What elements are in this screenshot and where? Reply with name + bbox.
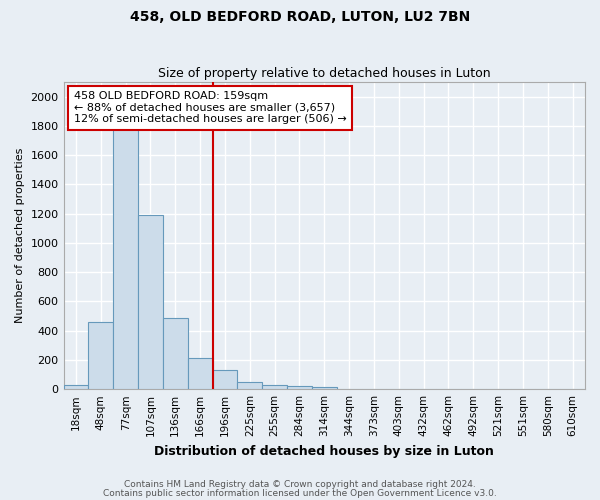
Y-axis label: Number of detached properties: Number of detached properties bbox=[15, 148, 25, 324]
Bar bbox=[262, 385, 287, 389]
Bar bbox=[138, 215, 163, 389]
Text: 458 OLD BEDFORD ROAD: 159sqm
← 88% of detached houses are smaller (3,657)
12% of: 458 OLD BEDFORD ROAD: 159sqm ← 88% of de… bbox=[74, 92, 347, 124]
Bar bbox=[287, 386, 312, 389]
Title: Size of property relative to detached houses in Luton: Size of property relative to detached ho… bbox=[158, 66, 491, 80]
Bar bbox=[212, 370, 238, 389]
Text: Contains HM Land Registry data © Crown copyright and database right 2024.: Contains HM Land Registry data © Crown c… bbox=[124, 480, 476, 489]
Bar bbox=[163, 318, 188, 389]
Bar bbox=[238, 382, 262, 389]
Text: Contains public sector information licensed under the Open Government Licence v3: Contains public sector information licen… bbox=[103, 488, 497, 498]
Bar bbox=[113, 96, 138, 389]
X-axis label: Distribution of detached houses by size in Luton: Distribution of detached houses by size … bbox=[154, 444, 494, 458]
Bar bbox=[88, 322, 113, 389]
Text: 458, OLD BEDFORD ROAD, LUTON, LU2 7BN: 458, OLD BEDFORD ROAD, LUTON, LU2 7BN bbox=[130, 10, 470, 24]
Bar bbox=[188, 358, 212, 389]
Bar bbox=[312, 388, 337, 389]
Bar bbox=[64, 385, 88, 389]
